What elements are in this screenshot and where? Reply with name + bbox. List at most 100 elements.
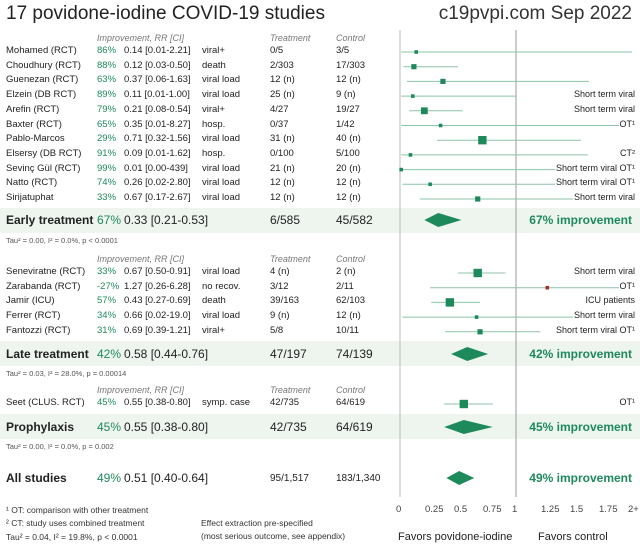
prophylaxis-summary-band: [0, 414, 640, 439]
source-label: c19pvpi.com Sep 2022: [438, 3, 632, 24]
study-improvement: 89%: [97, 89, 117, 101]
study-control: 40 (n): [336, 133, 361, 145]
study-rr: 0.67 [0.50-0.91]: [124, 266, 191, 277]
header-treatment: Treatment: [270, 385, 311, 395]
study-row: Baxter (RCT) 65% 0.35 [0.01-8.27] hosp. 0/37…: [0, 118, 400, 133]
group-rr: 0.33 [0.21-0.53]: [124, 213, 209, 227]
all-rr: 0.51 [0.40-0.64]: [124, 471, 209, 485]
early-summary-band: [0, 208, 640, 233]
study-rr: 0.67 [0.17-2.67]: [124, 192, 191, 203]
late-improvement-label: 42% improvement: [529, 347, 632, 361]
study-point: [477, 329, 483, 335]
axis-tick-label: 2+: [628, 504, 639, 515]
group-treatment: 47/197: [270, 347, 307, 361]
study-row: Choudhury (RCT) 88% 0.12 [0.03-0.50] death 2…: [0, 59, 400, 74]
pooled-diamond: [424, 213, 462, 227]
prophylaxis-improvement-label: 45% improvement: [529, 420, 632, 434]
all-control: 183/1,340: [336, 473, 381, 484]
study-row: Sirijatuphat 33% 0.67 [0.17-2.67] viral loa…: [0, 191, 400, 206]
study-outcome: viral+: [202, 324, 225, 336]
group-label: Late treatment: [6, 347, 89, 361]
group-label: Early treatment: [6, 213, 94, 227]
study-outcome: viral+: [202, 103, 225, 115]
study-point: [478, 136, 487, 145]
study-name: Sevinç Gül (RCT): [6, 162, 81, 174]
study-name: Zarabanda (RCT): [6, 280, 81, 292]
header-improvement: Improvement, RR [CI]: [97, 33, 185, 43]
all-treatment: 95/1,517: [270, 473, 309, 484]
axis-tick-label: 0.5: [454, 504, 468, 515]
footnote-tau: Tau² = 0.04, I² = 19.8%, p < 0.0001: [6, 532, 138, 542]
study-improvement: 29%: [97, 133, 117, 145]
study-control: 19/27: [336, 103, 360, 115]
study-improvement: 86%: [97, 45, 117, 56]
study-control: 12 (n): [336, 74, 361, 86]
study-outcome: viral load: [202, 89, 241, 101]
early-improvement-label: 67% improvement: [529, 213, 632, 227]
study-control: 12 (n): [336, 192, 361, 203]
study-rr: 0.26 [0.02-2.80]: [124, 177, 191, 189]
study-name: Baxter (RCT): [6, 118, 62, 130]
study-name: Seneviratne (RCT): [6, 266, 86, 277]
study-note: Short term viral: [572, 103, 636, 114]
group-control: 45/582: [336, 213, 373, 227]
overall-diamond: [446, 471, 475, 485]
favors-control-label: Favors control: [538, 531, 608, 543]
study-improvement: 88%: [97, 59, 117, 71]
study-name: Jamir (ICU): [6, 295, 55, 307]
axis-tick-label: 0.75: [483, 504, 502, 515]
study-point: [474, 315, 479, 319]
effect-extraction-note: Effect extraction pre-specified: [201, 518, 313, 528]
study-rr: 0.66 [0.02-19.0]: [124, 310, 191, 322]
all-label: All studies: [6, 471, 67, 485]
study-improvement: -27%: [97, 280, 120, 292]
header-treatment: Treatment: [270, 254, 311, 264]
group-rr: 0.58 [0.44-0.76]: [124, 347, 209, 361]
header-control: Control: [336, 254, 366, 264]
study-outcome: no recov.: [202, 280, 241, 292]
study-outcome: viral load: [202, 74, 241, 86]
study-point: [473, 268, 482, 278]
study-point: [475, 196, 481, 202]
study-improvement: 79%: [97, 103, 117, 115]
study-name: Arefin (RCT): [6, 103, 60, 115]
group-label: Prophylaxis: [6, 420, 75, 434]
study-control: 9 (n): [336, 89, 356, 101]
study-rr: 0.69 [0.39-1.21]: [124, 324, 191, 336]
study-improvement: 99%: [97, 162, 117, 174]
study-treatment: 2/303: [270, 59, 294, 71]
study-row: Pablo-Marcos 29% 0.71 [0.32-1.56] viral loa…: [0, 132, 400, 147]
study-row: Mohamed (RCT) 86% 0.14 [0.01-2.21] viral+ 0/…: [0, 44, 400, 59]
axis-tick-label: 1.75: [599, 504, 618, 515]
study-improvement: 57%: [97, 295, 117, 307]
study-control: 20 (n): [336, 162, 361, 174]
study-name: Natto (RCT): [6, 177, 58, 189]
study-note: ICU patients: [584, 295, 636, 306]
study-improvement: 33%: [97, 266, 117, 277]
study-rr: 1.27 [0.26-6.28]: [124, 280, 191, 292]
early-summary: Early treatment 67% 0.33 [0.21-0.53] 6/5…: [0, 210, 400, 230]
study-treatment: 9 (n): [270, 310, 290, 322]
study-point: [438, 123, 443, 128]
study-treatment: 12 (n): [270, 74, 295, 86]
study-note: Short term viral OT¹: [554, 162, 636, 173]
study-outcome: hosp.: [202, 118, 226, 130]
study-row: Fantozzi (RCT) 31% 0.69 [0.39-1.21] viral+ 5…: [0, 324, 400, 339]
study-treatment: 4 (n): [270, 266, 290, 277]
study-control: 2/11: [336, 280, 354, 292]
study-rr: 0.14 [0.01-2.21]: [124, 45, 191, 56]
study-name: Pablo-Marcos: [6, 133, 65, 145]
study-treatment: 0/37: [270, 118, 289, 130]
study-name: Sirijatuphat: [6, 192, 54, 203]
axis-tick-label: 1: [512, 504, 518, 515]
footnote-ot: ¹ OT: comparison with other treatment: [6, 505, 149, 515]
study-row: Elzein (DB RCT) 89% 0.11 [0.01-1.00] viral …: [0, 88, 400, 103]
axis-tick-label: 1.5: [570, 504, 584, 515]
study-row: Zarabanda (RCT) -27% 1.27 [0.26-6.28] no re…: [0, 280, 400, 295]
study-row: Seneviratne (RCT) 33% 0.67 [0.50-0.91] vira…: [0, 265, 400, 280]
study-outcome: viral load: [202, 192, 241, 203]
study-treatment: 4/27: [270, 103, 289, 115]
study-name: Seet (CLUS. RCT): [6, 397, 85, 408]
study-rr: 0.01 [0.00-439]: [124, 162, 188, 174]
study-control: 64/619: [336, 397, 366, 408]
